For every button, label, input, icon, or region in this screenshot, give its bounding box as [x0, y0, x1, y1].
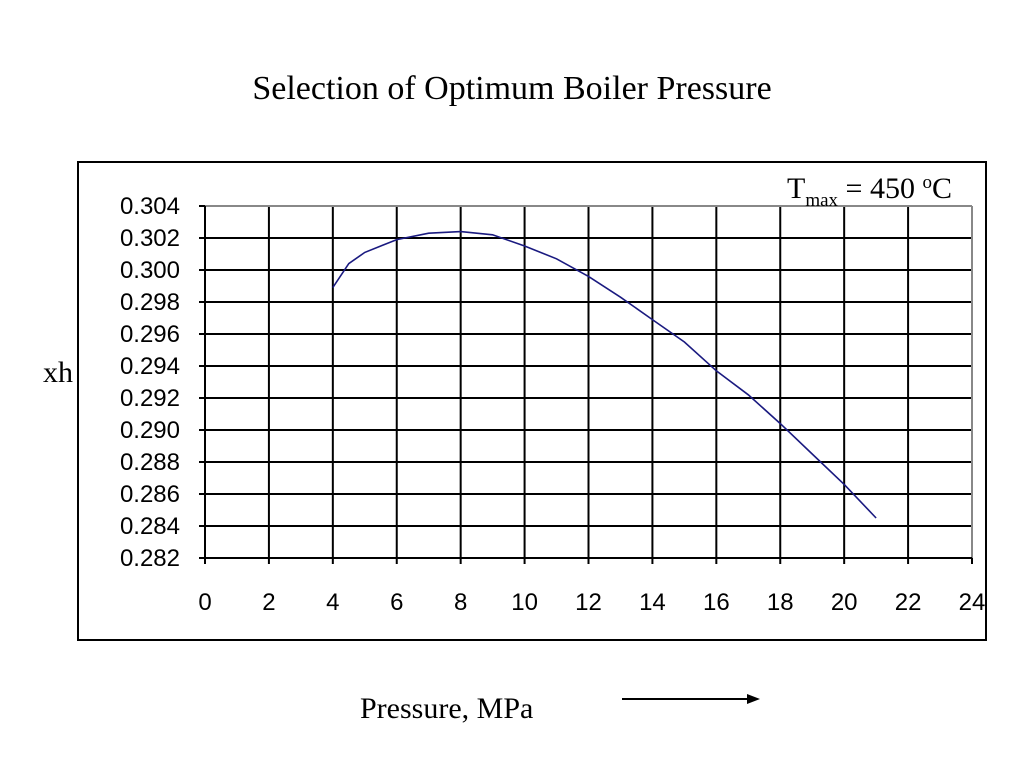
axis-layer: 0 2 4 6 8 10 12 14 16 18 20 22 240.2820.2840.2860.28… — [120, 193, 985, 616]
arrow-right-icon — [622, 694, 760, 704]
y-tick-label: 0.284 — [120, 513, 180, 540]
x-tick-label: 10 — [511, 589, 538, 616]
grid-layer — [199, 205, 973, 564]
x-tick-label: 22 — [895, 589, 922, 616]
x-tick-label: 20 — [831, 589, 858, 616]
x-tick-label: 8 — [454, 589, 467, 616]
y-tick-label: 0.298 — [120, 289, 180, 316]
y-tick-label: 0.286 — [120, 481, 180, 508]
y-tick-label: 0.288 — [120, 449, 180, 476]
y-tick-label: 0.290 — [120, 417, 180, 444]
y-tick-label: 0.296 — [120, 321, 180, 348]
y-tick-label: 0.292 — [120, 385, 180, 412]
x-tick-label: 16 — [703, 589, 730, 616]
x-tick-label: 18 — [767, 589, 794, 616]
chart-frame — [77, 161, 987, 641]
x-tick-label: 12 — [575, 589, 602, 616]
x-tick-label: 4 — [326, 589, 339, 616]
x-tick-label: 6 — [390, 589, 403, 616]
y-tick-label: 0.294 — [120, 353, 180, 380]
y-tick-label: 0.302 — [120, 225, 180, 252]
annotation-tmax: Tmax = 450 oC — [787, 172, 952, 211]
x-tick-label: 0 — [198, 589, 211, 616]
series-line — [332, 230, 877, 519]
x-tick-label: 14 — [639, 589, 666, 616]
y-tick-label: 0.282 — [120, 545, 180, 572]
y-tick-label: 0.304 — [120, 193, 180, 220]
series-layer — [332, 230, 877, 519]
y-axis-title: xh — [43, 356, 73, 389]
x-tick-label: 2 — [262, 589, 275, 616]
x-axis-title: Pressure, MPa — [360, 692, 534, 725]
y-tick-label: 0.300 — [120, 257, 180, 284]
chart-title: Selection of Optimum Boiler Pressure — [252, 70, 772, 107]
x-tick-label: 24 — [959, 589, 986, 616]
